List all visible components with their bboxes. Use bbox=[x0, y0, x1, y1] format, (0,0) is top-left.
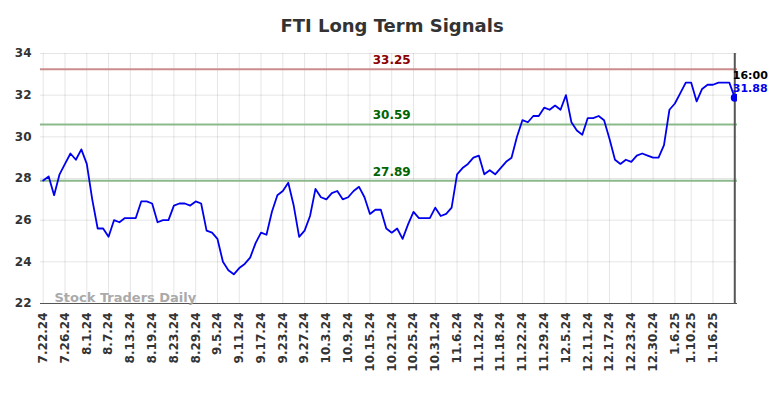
svg-text:30.59: 30.59 bbox=[373, 108, 411, 122]
svg-text:10.25.24: 10.25.24 bbox=[406, 313, 420, 372]
svg-text:Stock Traders Daily: Stock Traders Daily bbox=[55, 290, 197, 305]
svg-text:12.23.24: 12.23.24 bbox=[624, 313, 638, 372]
svg-text:16:00: 16:00 bbox=[733, 69, 768, 82]
svg-text:9.23.24: 9.23.24 bbox=[276, 313, 290, 364]
svg-text:9.11.24: 9.11.24 bbox=[232, 313, 246, 364]
svg-text:22: 22 bbox=[15, 296, 32, 310]
svg-text:24: 24 bbox=[15, 255, 32, 269]
svg-text:26: 26 bbox=[15, 213, 32, 227]
svg-text:1.10.25: 1.10.25 bbox=[684, 313, 698, 364]
svg-text:8.19.24: 8.19.24 bbox=[145, 313, 159, 364]
svg-text:7.22.24: 7.22.24 bbox=[36, 313, 50, 364]
svg-text:12.17.24: 12.17.24 bbox=[602, 313, 616, 372]
svg-text:31.88: 31.88 bbox=[733, 82, 768, 95]
svg-text:30: 30 bbox=[15, 130, 32, 144]
svg-text:27.89: 27.89 bbox=[373, 165, 411, 179]
svg-text:8.13.24: 8.13.24 bbox=[123, 313, 137, 364]
html-text:FTI Long Term Signals: FTI Long Term Signals bbox=[280, 15, 504, 36]
svg-text:10.15.24: 10.15.24 bbox=[363, 313, 377, 372]
svg-text:10.21.24: 10.21.24 bbox=[385, 313, 399, 372]
svg-text:12.5.24: 12.5.24 bbox=[559, 313, 573, 364]
svg-text:12.11.24: 12.11.24 bbox=[581, 313, 595, 372]
svg-text:33.25: 33.25 bbox=[373, 53, 411, 67]
svg-text:9.17.24: 9.17.24 bbox=[254, 313, 268, 364]
svg-text:11.22.24: 11.22.24 bbox=[515, 313, 529, 372]
svg-text:8.7.24: 8.7.24 bbox=[101, 313, 115, 356]
svg-text:11.12.24: 11.12.24 bbox=[472, 313, 486, 372]
svg-text:7.26.24: 7.26.24 bbox=[58, 313, 72, 364]
svg-text:32: 32 bbox=[15, 88, 32, 102]
svg-text:11.18.24: 11.18.24 bbox=[493, 313, 507, 372]
svg-text:1.6.25: 1.6.25 bbox=[668, 313, 682, 356]
svg-text:11.6.24: 11.6.24 bbox=[450, 313, 464, 364]
svg-text:8.23.24: 8.23.24 bbox=[167, 313, 181, 364]
svg-text:11.29.24: 11.29.24 bbox=[537, 313, 551, 372]
svg-text:1.16.25: 1.16.25 bbox=[706, 313, 720, 364]
svg-text:10.9.24: 10.9.24 bbox=[341, 313, 355, 364]
svg-text:9.5.24: 9.5.24 bbox=[210, 313, 224, 356]
svg-text:10.31.24: 10.31.24 bbox=[428, 313, 442, 372]
svg-text:10.3.24: 10.3.24 bbox=[319, 313, 333, 364]
svg-text:12.30.24: 12.30.24 bbox=[646, 313, 660, 372]
svg-text:8.1.24: 8.1.24 bbox=[80, 313, 94, 356]
svg-text:34: 34 bbox=[15, 46, 32, 60]
svg-text:8.29.24: 8.29.24 bbox=[189, 313, 203, 364]
svg-text:28: 28 bbox=[15, 171, 32, 185]
svg-text:9.27.24: 9.27.24 bbox=[297, 313, 311, 364]
